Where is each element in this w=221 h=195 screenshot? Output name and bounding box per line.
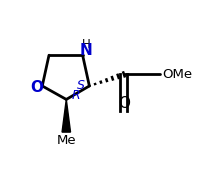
- Text: S: S: [77, 79, 85, 91]
- Text: O: O: [30, 80, 43, 95]
- Polygon shape: [62, 99, 70, 132]
- Text: H: H: [82, 38, 91, 51]
- Text: OMe: OMe: [162, 68, 192, 81]
- Text: R: R: [71, 89, 80, 102]
- Text: Me: Me: [57, 134, 76, 147]
- Text: O: O: [118, 96, 130, 111]
- Text: N: N: [80, 43, 93, 58]
